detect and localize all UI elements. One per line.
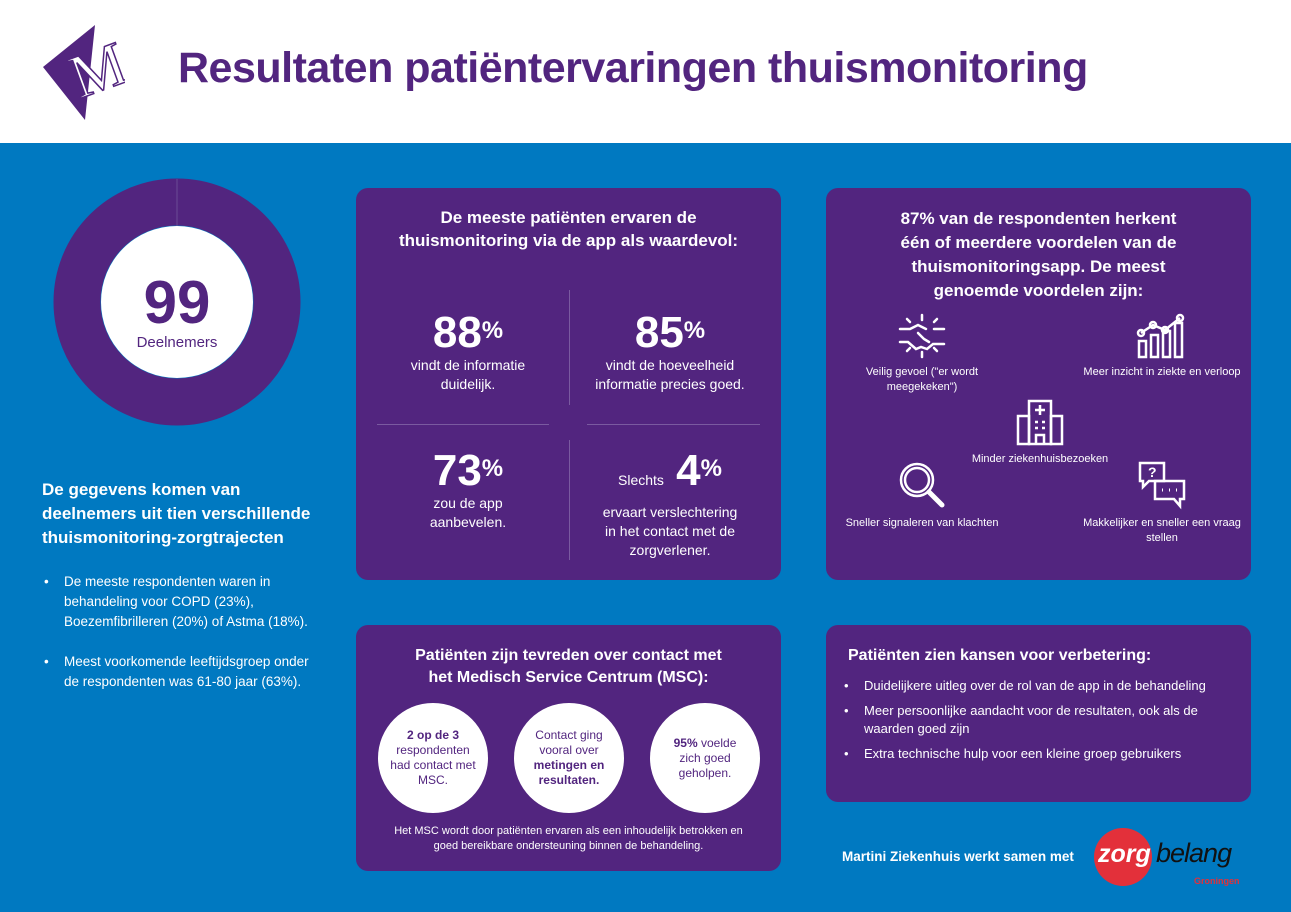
msc-footer: Het MSC wordt door patiënten ervaren als… bbox=[394, 825, 743, 852]
svg-text:?: ? bbox=[1148, 464, 1157, 480]
martini-logo: M bbox=[43, 25, 125, 120]
header: M Resultaten patiëntervaringen thuismoni… bbox=[0, 0, 1291, 143]
benefit-fewer-visits: Minder ziekenhuisbezoeken bbox=[950, 398, 1130, 467]
magnifier-icon bbox=[899, 462, 945, 508]
msc-contact-circle: 2 op de 3 respondenten had contact met MS… bbox=[378, 703, 488, 813]
page-title: Resultaten patiëntervaringen thuismonito… bbox=[178, 44, 1088, 92]
msc-topic-circle: Contact ging vooral over metingen en res… bbox=[514, 703, 624, 813]
msc-title: Patiënten zijn tevreden over contact met… bbox=[415, 647, 722, 686]
chart-icon bbox=[1136, 313, 1185, 359]
chat-icon: ? bbox=[1138, 461, 1186, 510]
benefit-safe-feeling: Veilig gevoel ("er wordt meegekeken") bbox=[832, 313, 1012, 395]
value-card: De meeste patiënten ervaren de thuismonit… bbox=[356, 188, 781, 580]
participants-label: Deelnemers bbox=[136, 334, 218, 351]
stat-73: 73% zou de app aanbevelen. bbox=[429, 446, 507, 531]
hospital-icon bbox=[1016, 399, 1064, 446]
improve-card: Patiënten zien kansen voor verbetering: … bbox=[826, 625, 1251, 802]
left-bullet: De meeste respondenten waren in behandel… bbox=[42, 572, 312, 632]
stat-88: 88% vindt de informatie duidelijk. bbox=[410, 308, 526, 393]
footer-text: Martini Ziekenhuis werkt samen met bbox=[842, 849, 1074, 864]
improve-bullet: Extra technische hulp voor een kleine gr… bbox=[842, 745, 1212, 763]
benefits-title: 87% van de respondenten herkent één of m… bbox=[900, 209, 1177, 300]
participants-donut bbox=[53, 178, 301, 426]
left-heading: De gegevens komen van deelnemers uit tie… bbox=[42, 480, 311, 547]
zorgbelang-logo: zorg belang Groningen bbox=[1094, 828, 1254, 890]
stat-4: Slechts 4% ervaart verslechtering in het… bbox=[602, 446, 738, 559]
participants-count-block: 99 Deelnemers bbox=[100, 269, 254, 352]
benefit-insight: Meer inzicht in ziekte en verloop bbox=[1072, 313, 1252, 380]
improve-bullet: Duidelijkere uitleg over de rol van de a… bbox=[842, 677, 1212, 695]
stat-85: 85% vindt de hoeveelheid informatie prec… bbox=[595, 308, 745, 393]
improve-bullets: Duidelijkere uitleg over de rol van de a… bbox=[842, 677, 1212, 763]
participants-count: 99 bbox=[143, 269, 211, 336]
value-card-title: De meeste patiënten ervaren de thuismonit… bbox=[398, 208, 739, 250]
benefit-easier-questions: ? Makkelijker en sneller een vraag stell… bbox=[1072, 460, 1252, 546]
improve-bullet: Meer persoonlijke aandacht voor de resul… bbox=[842, 702, 1212, 738]
improve-title: Patiënten zien kansen voor verbetering: bbox=[848, 647, 1152, 664]
msc-helped-circle: 95% voelde zich goed geholpen. bbox=[650, 703, 760, 813]
left-bullets: De meeste respondenten waren in behandel… bbox=[42, 572, 312, 692]
handshake-icon bbox=[898, 313, 946, 359]
msc-card: Patiënten zijn tevreden over contact met… bbox=[356, 625, 781, 871]
benefits-card: 87% van de respondenten herkent één of m… bbox=[826, 188, 1251, 580]
benefit-faster-signals: Sneller signaleren van klachten bbox=[832, 460, 1012, 531]
left-bullet: Meest voorkomende leeftijdsgroep onder d… bbox=[42, 652, 312, 692]
